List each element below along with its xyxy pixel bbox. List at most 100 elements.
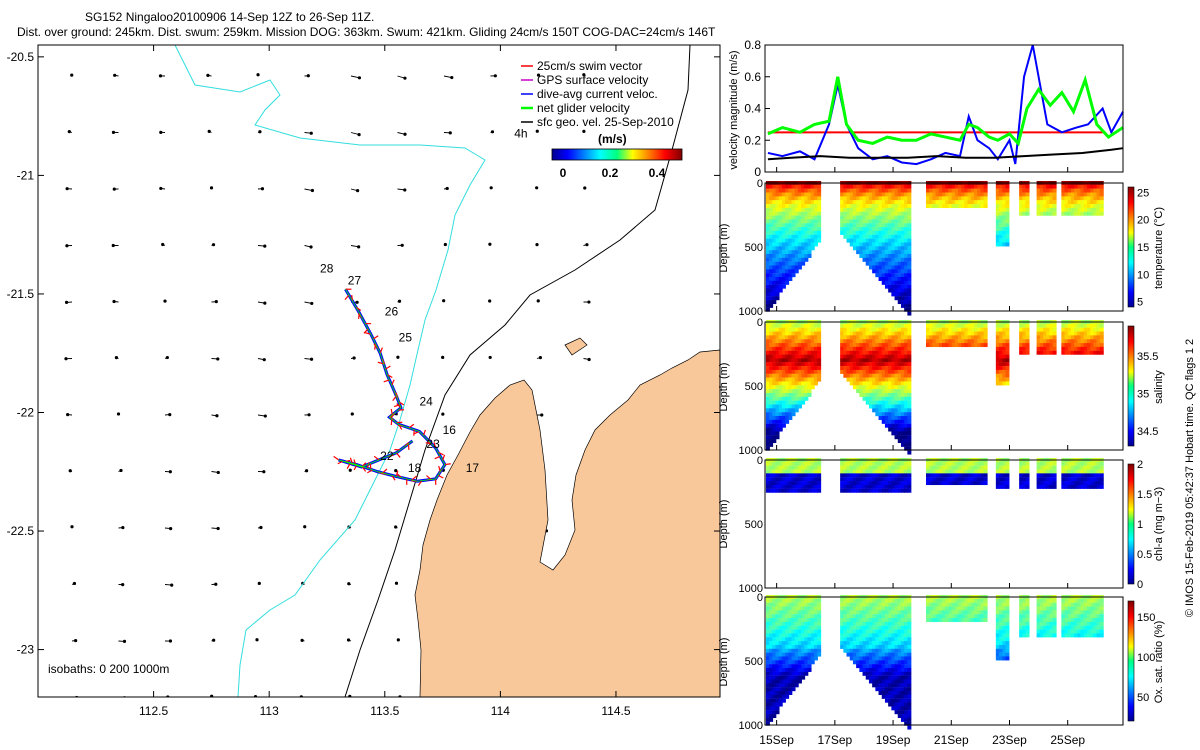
profile-sample bbox=[964, 598, 969, 603]
profile-sample bbox=[1042, 484, 1047, 489]
profile-sample bbox=[778, 192, 783, 197]
profile-sample bbox=[859, 660, 864, 665]
profile-sample bbox=[974, 481, 979, 486]
profile-sample bbox=[999, 373, 1004, 378]
profile-sample bbox=[875, 211, 880, 216]
profile-sample bbox=[1025, 346, 1030, 351]
profile-sample bbox=[810, 477, 815, 482]
profile-sample bbox=[897, 392, 902, 397]
profile-sample bbox=[1067, 477, 1072, 482]
profile-sample bbox=[897, 481, 902, 486]
profile-sample bbox=[904, 598, 909, 603]
profile-sample bbox=[801, 323, 806, 328]
profile-sample bbox=[794, 621, 799, 626]
profile-sample bbox=[1002, 477, 1007, 482]
profile-sample bbox=[810, 223, 815, 228]
profile-sample bbox=[769, 625, 774, 630]
profile-sample bbox=[852, 629, 857, 634]
profile-sample bbox=[961, 465, 966, 470]
legend-item: sfc geo. vel. 25-Sep-2010 bbox=[537, 115, 674, 129]
profile-sample bbox=[875, 400, 880, 405]
profile-sample bbox=[872, 335, 877, 340]
profile-sample bbox=[881, 207, 886, 212]
profile-sample bbox=[852, 242, 857, 247]
profile-sample bbox=[765, 284, 770, 289]
profile-sample bbox=[817, 192, 822, 197]
profile-sample bbox=[852, 323, 857, 328]
profile-sample bbox=[817, 350, 822, 355]
profile-sample bbox=[888, 644, 893, 649]
profile-sample bbox=[894, 618, 899, 623]
legend-item: GPS surface velocity bbox=[537, 73, 648, 87]
profile-sample bbox=[849, 648, 854, 653]
profile-sample bbox=[894, 687, 899, 692]
profile-sample bbox=[813, 238, 818, 243]
profile-sample bbox=[961, 461, 966, 466]
profile-sample bbox=[878, 385, 883, 390]
profile-sample bbox=[852, 227, 857, 232]
profile-sample bbox=[791, 196, 796, 201]
profile-sample bbox=[935, 204, 940, 209]
profile-sample bbox=[878, 687, 883, 692]
profile-sample bbox=[932, 469, 937, 474]
profile-sample bbox=[878, 606, 883, 611]
profile-sample bbox=[1083, 184, 1088, 189]
profile-sample bbox=[878, 481, 883, 486]
profile-sample bbox=[791, 606, 796, 611]
profile-sample bbox=[900, 702, 905, 707]
profile-sample bbox=[1077, 477, 1082, 482]
profile-sample bbox=[843, 234, 848, 239]
profile-sample bbox=[778, 602, 783, 607]
profile-sample bbox=[1093, 350, 1098, 355]
profile-sample bbox=[813, 618, 818, 623]
profile-sample bbox=[772, 273, 777, 278]
profile-sample bbox=[843, 323, 848, 328]
profile-sample bbox=[846, 354, 851, 359]
profile-sample bbox=[797, 389, 802, 394]
profile-sample bbox=[772, 675, 777, 680]
profile-sample bbox=[804, 327, 809, 332]
profile-sample bbox=[872, 246, 877, 251]
profile-sample bbox=[765, 273, 770, 278]
profile-sample bbox=[1093, 207, 1098, 212]
profile-sample bbox=[785, 350, 790, 355]
profile-sample bbox=[907, 710, 912, 715]
profile-sample bbox=[1090, 339, 1095, 344]
profile-sample bbox=[862, 373, 867, 378]
profile-sample bbox=[1067, 211, 1072, 216]
profile-sample bbox=[813, 358, 818, 363]
profile-sample bbox=[791, 234, 796, 239]
profile-sample bbox=[961, 614, 966, 619]
profile-sample bbox=[961, 200, 966, 205]
profile-sample bbox=[967, 331, 972, 336]
profile-sample bbox=[765, 621, 770, 626]
profile-sample bbox=[852, 373, 857, 378]
profile-sample bbox=[951, 192, 956, 197]
profile-sample bbox=[865, 385, 870, 390]
profile-sample bbox=[781, 323, 786, 328]
profile-sample bbox=[772, 366, 777, 371]
profile-sample bbox=[813, 481, 818, 486]
profile-sample bbox=[1067, 188, 1072, 193]
profile-sample bbox=[772, 284, 777, 289]
profile-sample bbox=[785, 377, 790, 382]
profile-sample bbox=[843, 465, 848, 470]
profile-sample bbox=[1005, 200, 1010, 205]
profile-sample bbox=[765, 710, 770, 715]
profile-sample bbox=[958, 461, 963, 466]
profile-sample bbox=[840, 465, 845, 470]
profile-sample bbox=[875, 219, 880, 224]
profile-sample bbox=[810, 606, 815, 611]
profile-sample bbox=[765, 465, 770, 470]
profile-sample bbox=[843, 610, 848, 615]
profile-sample bbox=[810, 211, 815, 216]
profile-sample bbox=[788, 656, 793, 661]
profile-sample bbox=[1067, 200, 1072, 205]
profile-sample bbox=[967, 204, 972, 209]
profile-sample bbox=[772, 648, 777, 653]
profile-sample bbox=[807, 621, 812, 626]
profile-sample bbox=[932, 196, 937, 201]
profile-sample bbox=[852, 652, 857, 657]
profile-sample bbox=[778, 323, 783, 328]
profile-sample bbox=[999, 354, 1004, 359]
